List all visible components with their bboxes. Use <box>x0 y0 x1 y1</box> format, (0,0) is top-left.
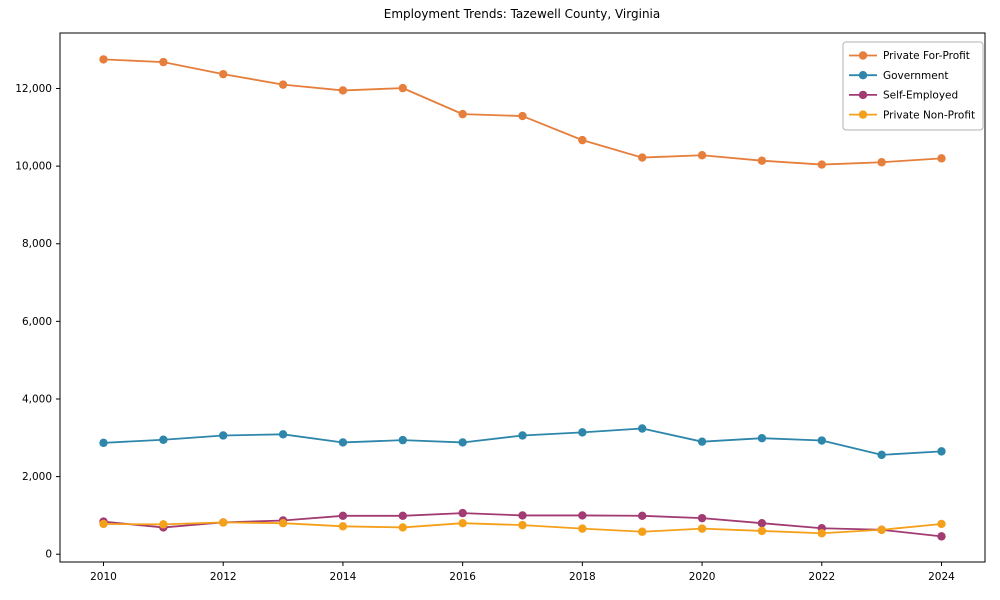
data-point-government <box>159 435 168 444</box>
x-tick-label: 2012 <box>210 571 237 583</box>
data-point-private-for-profit <box>159 57 168 67</box>
data-point-private-for-profit <box>458 109 467 119</box>
y-tick-label: 6,000 <box>22 316 52 328</box>
data-point-private-non-profit <box>578 524 587 533</box>
legend-item-self-employed: Self-Employed <box>849 90 958 102</box>
data-point-self-employed <box>398 511 407 521</box>
data-point-self-employed <box>578 511 587 520</box>
data-point-private-non-profit <box>458 518 467 528</box>
data-point-private-non-profit <box>219 518 228 527</box>
data-point-government <box>877 450 886 460</box>
data-point-private-non-profit <box>877 525 886 534</box>
data-point-government <box>638 424 647 433</box>
data-point-private-non-profit <box>278 518 288 528</box>
data-point-self-employed <box>518 511 527 520</box>
legend-box <box>842 41 984 131</box>
data-point-private-for-profit <box>398 83 407 93</box>
data-point-government <box>937 447 946 456</box>
legend-swatch-marker <box>858 110 868 119</box>
data-point-government <box>278 430 288 439</box>
data-point-private-non-profit <box>697 524 707 533</box>
legend-item-private-for-profit: Private For-Profit <box>849 50 970 62</box>
x-tick-label: 2024 <box>928 571 955 583</box>
legend-label: Self-Employed <box>883 90 958 102</box>
data-point-self-employed <box>937 532 946 541</box>
data-point-private-for-profit <box>219 69 228 79</box>
data-point-self-employed <box>638 511 647 521</box>
y-tick-label: 4,000 <box>22 393 52 405</box>
data-point-private-for-profit <box>638 153 647 162</box>
data-point-private-non-profit <box>518 520 527 530</box>
data-point-private-non-profit <box>99 519 108 529</box>
x-tick-label: 2018 <box>569 571 596 583</box>
legend-item-private-non-profit: Private Non-Profit <box>849 109 975 121</box>
data-point-government <box>99 438 108 448</box>
legend-label: Government <box>883 70 948 82</box>
y-tick-label: 0 <box>45 549 52 561</box>
y-tick-label: 2,000 <box>22 471 52 483</box>
axes-frame <box>59 32 986 563</box>
data-point-private-non-profit <box>638 527 647 536</box>
data-point-self-employed <box>757 518 767 528</box>
data-point-self-employed <box>697 513 707 523</box>
y-tick-label: 12,000 <box>15 83 52 95</box>
legend-swatch-marker <box>858 90 868 100</box>
data-point-private-for-profit <box>578 135 587 145</box>
data-point-private-non-profit <box>338 522 348 531</box>
data-point-self-employed <box>458 508 467 518</box>
data-point-private-for-profit <box>99 55 108 64</box>
x-tick-label: 2014 <box>330 571 357 583</box>
data-point-private-for-profit <box>338 86 348 95</box>
data-point-private-non-profit <box>937 519 946 529</box>
data-point-government <box>338 438 348 447</box>
legend-label: Private For-Profit <box>883 50 970 62</box>
data-point-private-for-profit <box>757 156 767 165</box>
x-tick-label: 2016 <box>449 571 476 583</box>
data-point-government <box>458 438 467 447</box>
legend-swatch-marker <box>858 51 868 60</box>
data-point-government <box>219 431 228 440</box>
y-tick-label: 8,000 <box>22 238 52 250</box>
x-tick-label: 2022 <box>808 571 835 583</box>
data-point-government <box>697 437 707 446</box>
data-point-private-for-profit <box>817 160 826 169</box>
data-point-private-for-profit <box>877 158 886 167</box>
data-point-private-non-profit <box>159 520 168 529</box>
data-point-government <box>578 428 587 437</box>
data-point-private-for-profit <box>278 80 288 89</box>
legend-item-government: Government <box>849 70 948 82</box>
data-point-private-for-profit <box>697 151 707 160</box>
data-point-private-non-profit <box>757 526 767 536</box>
y-tick-label: 10,000 <box>15 161 52 173</box>
data-point-private-for-profit <box>937 154 946 163</box>
data-point-self-employed <box>338 511 348 521</box>
data-point-government <box>398 435 407 445</box>
legend-label: Private Non-Profit <box>883 109 975 121</box>
plot-area: 2010 2012 2014 2016 2018 2020 2022 2024 0 2,000 4,… <box>15 32 986 583</box>
legend-swatch-marker <box>858 71 868 80</box>
data-point-government <box>757 433 767 443</box>
data-point-government <box>518 431 527 440</box>
x-tick-label: 2010 <box>90 571 117 583</box>
legend: Private For-Profit Government Self-Employe… <box>842 41 984 131</box>
data-point-private-for-profit <box>518 111 527 121</box>
data-point-private-non-profit <box>817 529 826 538</box>
x-tick-label: 2020 <box>689 571 716 583</box>
data-point-government <box>817 436 826 445</box>
data-point-private-non-profit <box>398 523 407 532</box>
chart-title: Employment Trends: Tazewell County, Virg… <box>384 7 661 21</box>
